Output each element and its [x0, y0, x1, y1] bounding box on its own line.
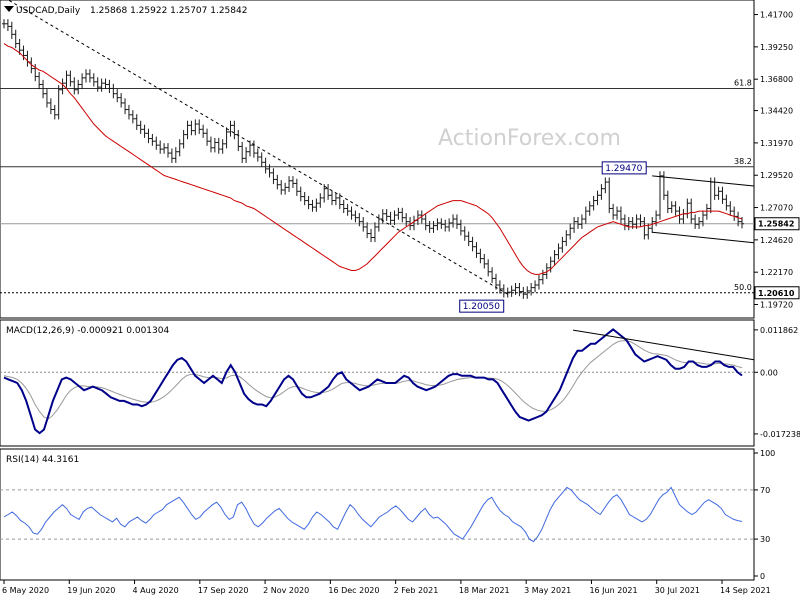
x-tick-label: 17 Sep 2020: [198, 586, 249, 595]
rsi-y-tick-label: 30: [760, 535, 770, 544]
macd-line: [3, 328, 743, 435]
channel-upper-line: [652, 175, 755, 187]
channel-lower-line: [652, 231, 755, 244]
annotation-box: [601, 161, 647, 175]
x-tick-label: 6 May 2020: [2, 586, 49, 595]
macd-title: MACD(12,26,9) -0.000921 0.001304: [6, 326, 169, 336]
price-y-tick-label: 1.39250: [760, 43, 793, 52]
current-price-box: [754, 217, 800, 231]
rsi-panel: RSI(14) 44.3161 100 70 30 0: [0, 448, 775, 581]
price-y-tick-label: 1.22170: [760, 268, 793, 277]
macd-y-tick-label: -0.017238: [760, 430, 800, 439]
price-plot-frame: [0, 0, 755, 319]
price-y-tick-label: 1.19720: [760, 301, 793, 310]
annotation-label: 1.20050: [463, 302, 500, 312]
watermark: ActionForex.com: [438, 126, 621, 151]
rsi-line: [3, 486, 743, 543]
fib-level-label: 50.0: [734, 283, 752, 292]
rsi-y-axis: 100 70 30 0: [754, 449, 775, 581]
level-price-box: [754, 286, 800, 300]
rsi-y-tick-label: 0: [760, 572, 765, 581]
level-price-label: 1.20610: [758, 289, 795, 298]
annotation-box: [459, 299, 505, 313]
macd-signal-line: [3, 340, 743, 420]
trendlines: [7, 0, 755, 295]
fib-level-label: 61.8: [734, 79, 752, 88]
price-annotations: 1.29470 1.20050 1.25842 1.20610: [459, 161, 800, 313]
macd-plot-frame: [0, 319, 755, 447]
x-tick-label: 16 Dec 2020: [328, 586, 379, 595]
macd-trendline: [572, 329, 755, 361]
x-tick-label: 14 Sep 2021: [720, 586, 771, 595]
rsi-title: RSI(14) 44.3161: [6, 455, 79, 465]
macd-panel: MACD(12,26,9) -0.000921 0.001304 0.01186…: [0, 319, 800, 447]
rsi-plot-frame: [0, 448, 755, 581]
x-tick-label: 16 Jun 2021: [589, 586, 637, 595]
annotation-label: 1.29470: [605, 164, 642, 174]
x-tick-label: 4 Aug 2020: [133, 586, 179, 595]
x-tick-label: 2 Feb 2021: [394, 586, 439, 595]
price-y-tick-label: 1.31970: [760, 139, 793, 148]
x-tick-label: 3 May 2021: [524, 586, 571, 595]
price-y-tick-label: 1.36800: [760, 75, 793, 84]
price-y-tick-label: 1.27070: [760, 204, 793, 213]
rsi-y-tick-label: 70: [760, 486, 770, 495]
x-tick-label: 30 Jul 2021: [655, 586, 700, 595]
x-tick-label: 2 Nov 2020: [263, 586, 309, 595]
macd-y-tick-label: 0.00: [760, 368, 778, 377]
price-instrument-label: USDCAD,Daily: [16, 6, 81, 16]
macd-y-tick-label: 0.011862: [760, 326, 798, 335]
collapse-arrow-icon[interactable]: [4, 6, 14, 12]
ema-line: [3, 43, 743, 275]
macd-y-axis: 0.011862 0.00 -0.017238: [0, 326, 800, 439]
price-y-tick-label: 1.41700: [760, 11, 793, 20]
downtrend-dashed-line: [7, 0, 508, 295]
fib-level-label: 38.2: [734, 157, 752, 166]
x-tick-label: 18 Mar 2021: [459, 586, 510, 595]
x-axis: 6 May 2020 19 Jun 2020 4 Aug 2020 17 Sep 20…: [2, 580, 771, 595]
price-y-tick-label: 1.34420: [760, 107, 793, 116]
x-tick-label: 19 Jun 2020: [67, 586, 115, 595]
price-ohlc-text: 1.25868 1.25922 1.25707 1.25842: [90, 6, 247, 16]
price-y-axis: 1.41700 1.39250 1.36800 1.34420 1.31970 1.295…: [754, 11, 793, 310]
price-bars: [2, 19, 744, 299]
price-y-tick-label: 1.29520: [760, 171, 793, 180]
price-y-tick-label: 1.24620: [760, 236, 793, 245]
rsi-y-tick-label: 100: [760, 449, 775, 458]
current-price-label: 1.25842: [758, 220, 794, 229]
price-panel: USDCAD,Daily 1.25868 1.25922 1.25707 1.2…: [0, 0, 800, 319]
